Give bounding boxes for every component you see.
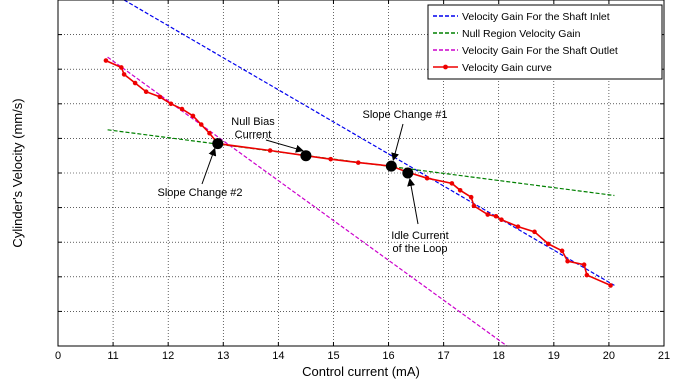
series-marker: [532, 229, 537, 235]
annotation-line: Current: [235, 129, 272, 141]
annotation-label: Idle Current of the Loop: [391, 230, 448, 255]
series-marker: [207, 130, 212, 136]
annotation-line: Idle Current: [391, 230, 448, 242]
annotation-arrow: [201, 147, 217, 185]
series-marker: [103, 58, 109, 63]
legend-entry-label: Velocity Gain For the Shaft Inlet: [462, 11, 610, 23]
legend-entry-label: Null Region Velocity Gain: [462, 28, 581, 40]
x-tick-label: 20: [603, 350, 615, 362]
series-line-1: [123, 0, 615, 286]
y-axis-title: Cylinder's Velocity (mm/s): [10, 98, 25, 247]
annotation-line: Null Bias: [231, 116, 275, 128]
series-marker: [584, 272, 590, 278]
series-marker: [328, 156, 334, 162]
series-marker: [493, 213, 499, 219]
annotations-layer: Null Bias Current Slope Change #1 Slope Cha…: [157, 109, 448, 255]
series-marker: [565, 258, 570, 264]
annotation-arrow: [391, 123, 404, 162]
key-point: [385, 160, 397, 172]
series-marker: [179, 106, 185, 112]
annotation-arrow: [407, 178, 419, 225]
series-marker: [119, 65, 124, 70]
series-marker: [198, 122, 204, 127]
annotation-arrow: [265, 139, 304, 153]
series-marker: [471, 203, 477, 209]
series-marker: [485, 212, 491, 217]
series-marker: [143, 89, 149, 94]
annotation-line: Slope Change #1: [362, 109, 447, 121]
series-marker: [468, 194, 474, 200]
key-points-layer: [212, 138, 414, 179]
x-tick-label: 12: [162, 350, 174, 362]
axis-ticks: 0 11 12 13 14 15 16 17 18 19 20 21: [55, 0, 670, 362]
series-marker: [515, 224, 521, 229]
key-point: [212, 138, 224, 150]
legend-box: [427, 4, 663, 80]
x-tick-label: 14: [272, 350, 284, 362]
series-layer: [103, 0, 615, 347]
series-marker: [546, 241, 551, 247]
series-marker: [132, 80, 138, 86]
series-line-3: [107, 56, 508, 347]
legend: Velocity Gain For the Shaft Inlet Null Re…: [427, 4, 663, 80]
key-point: [300, 150, 312, 162]
legend-marker: [443, 64, 448, 70]
series-marker: [190, 113, 196, 119]
legend-entry-label: Velocity Gain curve: [462, 62, 552, 74]
annotation-line: of the Loop: [392, 243, 447, 255]
x-tick-label: 15: [327, 350, 339, 362]
key-point: [402, 167, 414, 179]
series-marker: [355, 160, 361, 165]
x-tick-label: 0: [55, 350, 61, 362]
annotation-line: Slope Change #2: [157, 187, 242, 199]
grid-lines: [58, 0, 664, 346]
series-marker: [449, 181, 455, 186]
series-marker: [168, 101, 174, 107]
series-line-4: [105, 59, 611, 287]
annotation-label: Null Bias Current: [231, 116, 275, 141]
x-tick-label: 19: [548, 350, 560, 362]
x-tick-label: 21: [658, 350, 670, 362]
annotation-label: Slope Change #2: [157, 187, 242, 199]
series-marker: [424, 175, 430, 181]
x-axis-title: Control current (mA): [302, 364, 420, 379]
series-marker: [608, 283, 613, 288]
x-tick-label: 16: [382, 350, 394, 362]
series-marker: [267, 148, 273, 153]
series-marker: [157, 94, 163, 100]
x-tick-label: 17: [438, 350, 450, 362]
series-marker: [559, 248, 565, 254]
x-tick-label: 18: [493, 350, 505, 362]
annotation-label: Slope Change #1: [362, 109, 447, 121]
legend-entry-label: Velocity Gain For the Shaft Outlet: [462, 45, 618, 57]
x-tick-label: 11: [107, 350, 118, 362]
series-marker: [457, 188, 463, 193]
series-marker: [121, 72, 127, 77]
series-marker: [581, 262, 587, 267]
series-marker: [499, 217, 504, 223]
x-tick-label: 13: [217, 350, 229, 362]
